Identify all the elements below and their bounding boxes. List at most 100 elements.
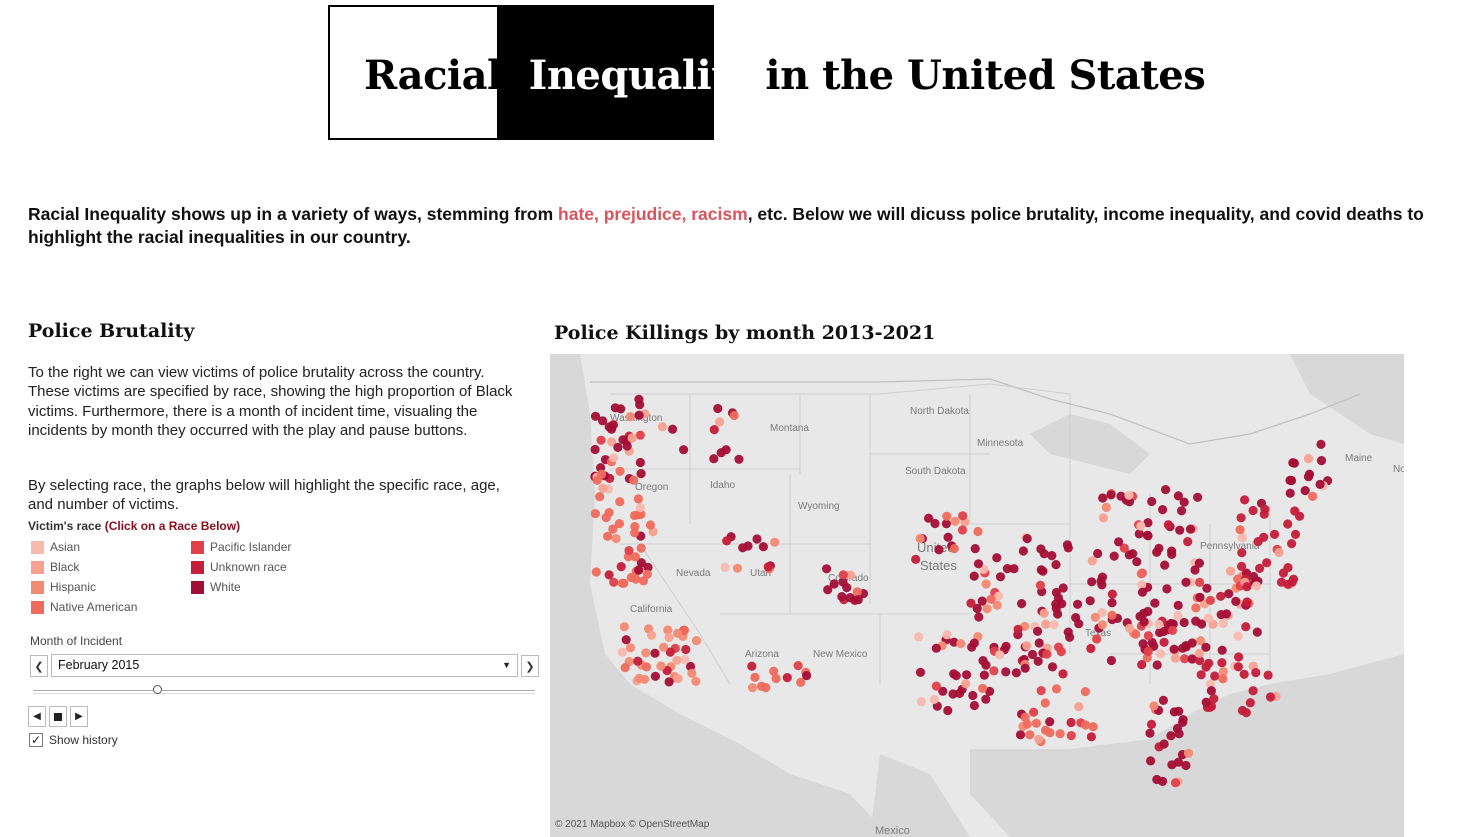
- incident-dot[interactable]: [1233, 574, 1243, 584]
- incident-dot[interactable]: [1051, 560, 1061, 570]
- incident-dot[interactable]: [664, 632, 674, 643]
- incident-dot[interactable]: [1001, 667, 1011, 677]
- incident-dot[interactable]: [793, 661, 803, 671]
- incident-dot[interactable]: [1081, 720, 1091, 730]
- incident-dot[interactable]: [1065, 632, 1075, 642]
- incident-dot[interactable]: [656, 661, 666, 671]
- incident-dot[interactable]: [595, 492, 605, 502]
- incident-dot[interactable]: [1316, 439, 1326, 449]
- incident-dot[interactable]: [1218, 674, 1228, 684]
- incident-dot[interactable]: [635, 457, 645, 468]
- incident-dot[interactable]: [950, 516, 960, 526]
- incident-dot[interactable]: [1040, 725, 1051, 735]
- incident-dot[interactable]: [1216, 591, 1226, 601]
- incident-dot[interactable]: [636, 543, 646, 553]
- incident-dot[interactable]: [1160, 560, 1170, 570]
- incident-dot[interactable]: [1195, 655, 1205, 666]
- incident-dot[interactable]: [956, 639, 966, 649]
- incident-dot[interactable]: [1053, 609, 1063, 619]
- incident-dot[interactable]: [1290, 529, 1301, 539]
- incident-dot[interactable]: [1124, 490, 1134, 500]
- incident-dot[interactable]: [613, 442, 623, 452]
- incident-dot[interactable]: [1109, 551, 1119, 561]
- incident-dot[interactable]: [916, 697, 926, 707]
- incident-dot[interactable]: [720, 562, 730, 572]
- incident-dot[interactable]: [681, 644, 691, 655]
- incident-dot[interactable]: [1262, 558, 1272, 568]
- incident-dot[interactable]: [978, 683, 988, 693]
- incident-dot[interactable]: [1303, 454, 1314, 464]
- incident-dot[interactable]: [1146, 719, 1157, 729]
- incident-dot[interactable]: [1218, 666, 1228, 677]
- incident-dot[interactable]: [1217, 658, 1227, 668]
- incident-dot[interactable]: [1131, 629, 1141, 639]
- incident-dot[interactable]: [1066, 717, 1076, 728]
- incident-dot[interactable]: [1237, 548, 1247, 558]
- incident-dot[interactable]: [715, 417, 725, 427]
- incident-dot[interactable]: [969, 700, 979, 711]
- incident-dot[interactable]: [943, 532, 953, 542]
- incident-dot[interactable]: [1073, 599, 1083, 609]
- incident-dot[interactable]: [829, 579, 839, 589]
- incident-dot[interactable]: [713, 403, 723, 414]
- incident-dot[interactable]: [1136, 521, 1146, 531]
- incident-dot[interactable]: [1092, 634, 1102, 644]
- incident-dot[interactable]: [1051, 599, 1061, 609]
- incident-dot[interactable]: [1158, 505, 1168, 515]
- incident-dot[interactable]: [1210, 671, 1220, 681]
- incident-dot[interactable]: [691, 636, 702, 646]
- incident-dot[interactable]: [1047, 662, 1058, 672]
- incident-dot[interactable]: [1263, 670, 1273, 680]
- incident-dot[interactable]: [962, 670, 972, 680]
- incident-dot[interactable]: [634, 565, 644, 575]
- incident-dot[interactable]: [949, 544, 959, 554]
- incident-dot[interactable]: [673, 628, 683, 638]
- incident-dot[interactable]: [616, 562, 626, 572]
- incident-dot[interactable]: [668, 424, 678, 434]
- incident-dot[interactable]: [1203, 613, 1214, 623]
- incident-dot[interactable]: [1274, 547, 1284, 558]
- incident-dot[interactable]: [911, 554, 921, 564]
- incident-dot[interactable]: [951, 671, 961, 681]
- incident-dot[interactable]: [1038, 566, 1048, 576]
- incident-dot[interactable]: [1201, 697, 1211, 707]
- incident-dot[interactable]: [968, 690, 978, 701]
- incident-dot[interactable]: [758, 542, 768, 552]
- incident-dot[interactable]: [1154, 619, 1164, 629]
- incident-dot[interactable]: [627, 433, 637, 443]
- incident-dot[interactable]: [1179, 497, 1189, 507]
- incident-dot[interactable]: [633, 656, 643, 666]
- incident-dot[interactable]: [961, 679, 971, 689]
- incident-dot[interactable]: [1080, 687, 1090, 697]
- incident-dot[interactable]: [1183, 537, 1193, 547]
- incident-dot[interactable]: [915, 667, 926, 677]
- incident-dot[interactable]: [838, 570, 848, 580]
- incident-dot[interactable]: [635, 502, 645, 513]
- incident-dot[interactable]: [1231, 596, 1241, 606]
- incident-dot[interactable]: [958, 511, 968, 521]
- incident-dot[interactable]: [610, 403, 620, 413]
- incident-dot[interactable]: [1152, 547, 1162, 557]
- incident-dot[interactable]: [1205, 595, 1215, 605]
- incident-dot[interactable]: [598, 416, 608, 426]
- incident-dot[interactable]: [986, 594, 996, 604]
- incident-dot[interactable]: [837, 592, 847, 602]
- incident-dot[interactable]: [1180, 654, 1190, 664]
- incident-dot[interactable]: [1042, 649, 1052, 659]
- incident-dot[interactable]: [1193, 492, 1203, 502]
- incident-dot[interactable]: [823, 585, 833, 595]
- incident-dot[interactable]: [1025, 730, 1035, 740]
- incident-dot[interactable]: [973, 559, 984, 569]
- incident-dot[interactable]: [1087, 556, 1097, 566]
- incident-dot[interactable]: [1137, 580, 1147, 590]
- incident-dot[interactable]: [1253, 537, 1263, 547]
- incident-dot[interactable]: [1134, 529, 1144, 539]
- incident-dot[interactable]: [657, 422, 667, 432]
- incident-dot[interactable]: [1181, 577, 1191, 587]
- incident-dot[interactable]: [957, 525, 968, 535]
- incident-dot[interactable]: [948, 689, 958, 699]
- incident-dot[interactable]: [1039, 608, 1049, 618]
- incident-dot[interactable]: [1173, 610, 1183, 621]
- incident-dot[interactable]: [782, 673, 792, 683]
- incident-dot[interactable]: [1137, 587, 1148, 597]
